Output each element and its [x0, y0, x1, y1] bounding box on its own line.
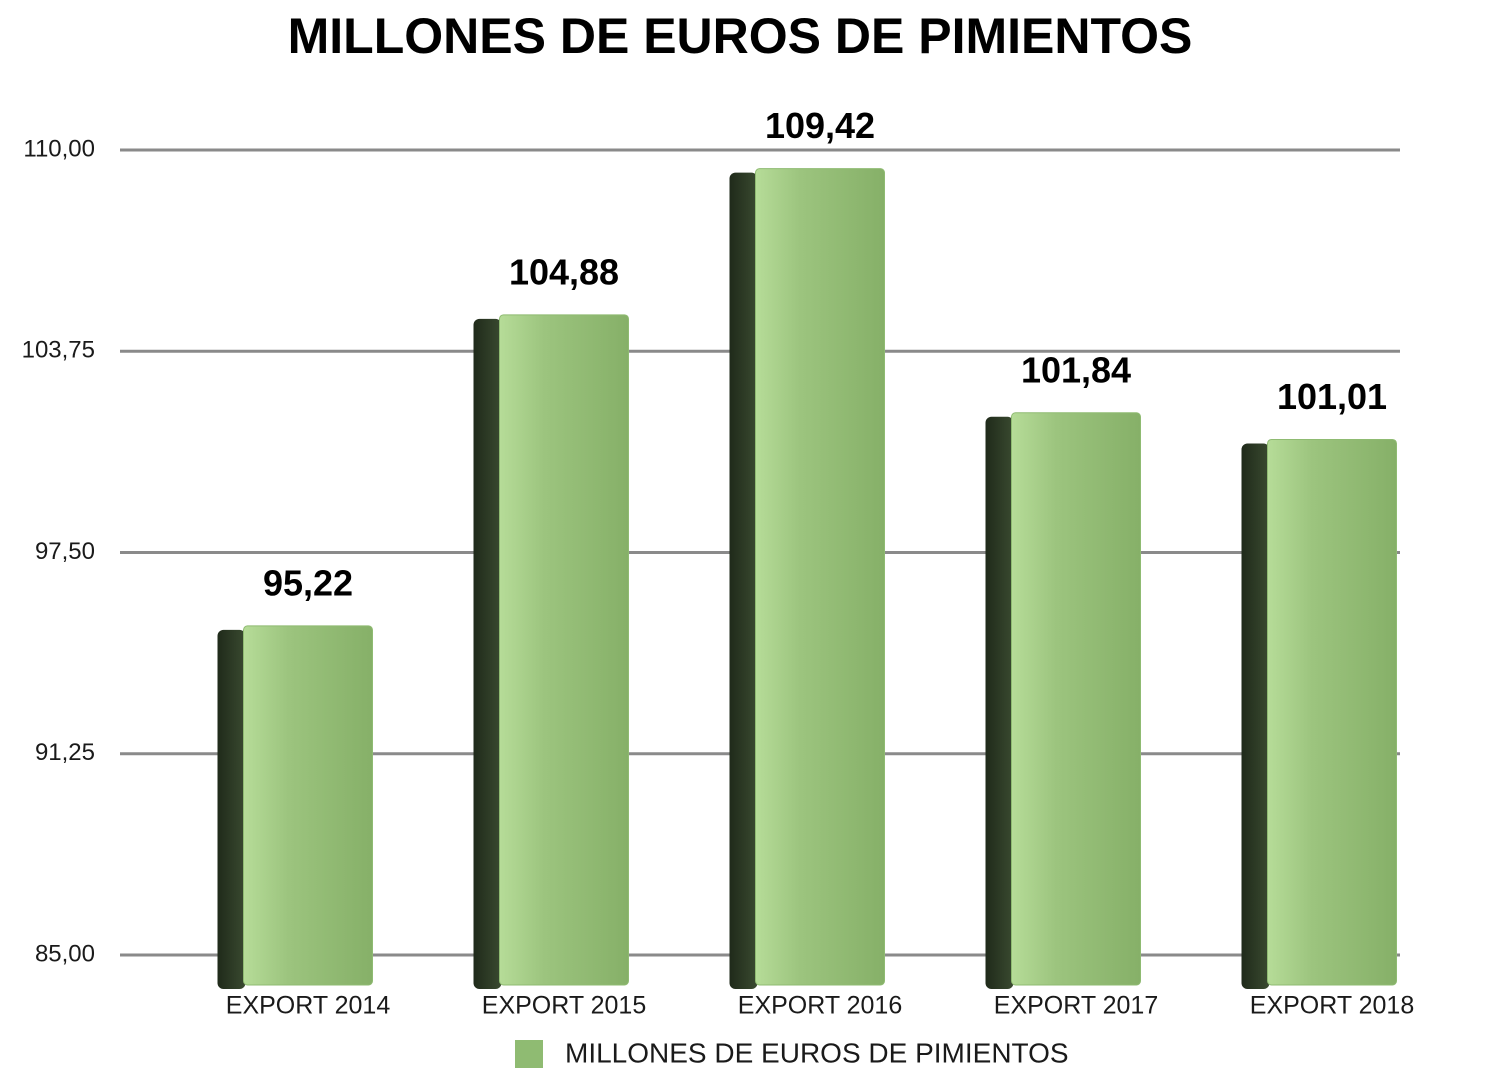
- value-label: 95,22: [263, 562, 353, 603]
- y-tick-label: 91,25: [35, 739, 95, 766]
- chart-title: MILLONES DE EUROS DE PIMIENTOS: [288, 8, 1193, 64]
- legend-label: MILLONES DE EUROS DE PIMIENTOS: [565, 1037, 1069, 1068]
- bar-side: [985, 416, 1014, 989]
- bar-front: [1267, 438, 1397, 986]
- bar-side: [217, 629, 246, 989]
- y-tick-label: 97,50: [35, 538, 95, 565]
- value-label: 101,84: [1021, 349, 1131, 390]
- bar: [729, 168, 885, 989]
- value-label: 109,42: [765, 105, 875, 146]
- x-tick-label: EXPORT 2015: [482, 992, 646, 1020]
- x-tick-label: EXPORT 2017: [994, 992, 1158, 1020]
- bar-front: [755, 168, 885, 986]
- bar-front: [1011, 412, 1141, 986]
- bar: [217, 625, 373, 989]
- x-tick-label: EXPORT 2016: [738, 992, 902, 1020]
- bar: [985, 412, 1141, 989]
- value-label: 101,01: [1277, 376, 1387, 417]
- bar-side: [473, 318, 502, 989]
- y-tick-label: 103,75: [22, 337, 95, 364]
- value-label: 104,88: [509, 251, 619, 292]
- bar-front: [243, 625, 373, 986]
- bar: [1241, 438, 1397, 989]
- x-tick-label: EXPORT 2018: [1250, 992, 1414, 1020]
- y-tick-label: 110,00: [23, 135, 95, 162]
- y-tick-label: 85,00: [35, 940, 95, 967]
- bar-front: [499, 314, 629, 986]
- bar-side: [729, 172, 758, 989]
- bar: [473, 314, 629, 989]
- legend-swatch: [515, 1040, 543, 1068]
- x-tick-label: EXPORT 2014: [226, 992, 391, 1020]
- bar-side: [1241, 443, 1270, 989]
